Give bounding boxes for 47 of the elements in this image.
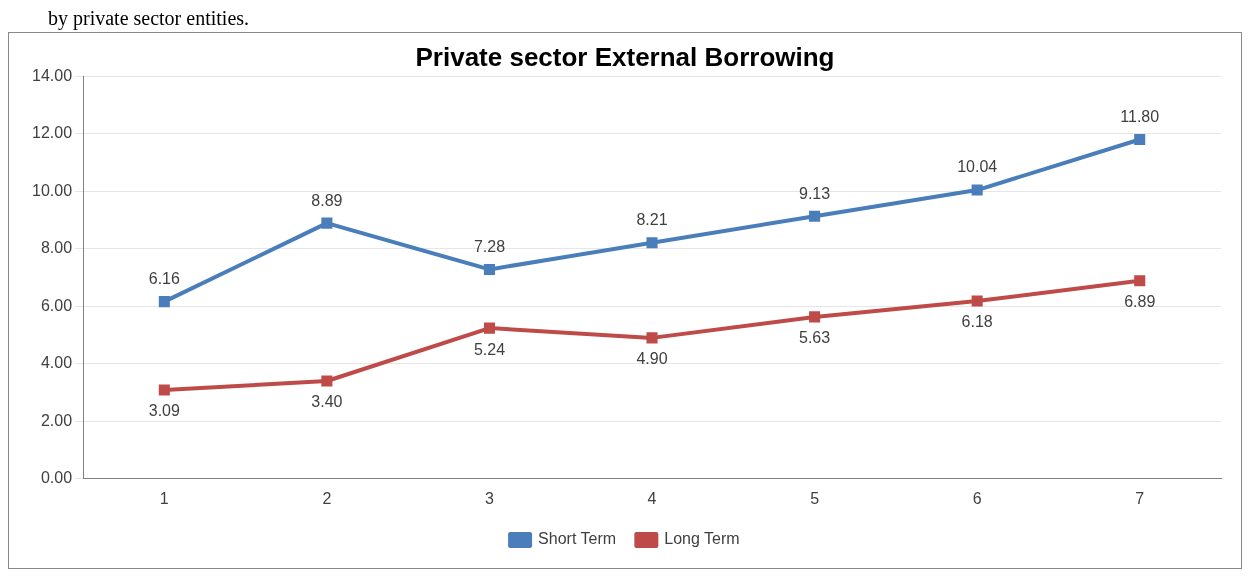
point (483, 322, 495, 334)
point (809, 210, 821, 222)
y-tick-label: 2.00 (40, 411, 73, 429)
data-label: 7.28 (473, 237, 506, 255)
x-tick-label: 7 (1135, 489, 1145, 507)
point (1134, 133, 1146, 145)
x-tick-label: 4 (647, 489, 657, 507)
x-tick-label: 1 (159, 489, 169, 507)
y-tick-label: 14.00 (31, 66, 73, 84)
point (809, 311, 821, 323)
data-label: 9.13 (799, 184, 831, 202)
data-label: 11.80 (1120, 107, 1160, 125)
data-label: 8.21 (636, 211, 668, 229)
data-label: 10.04 (957, 158, 998, 176)
data-label: 4.90 (636, 350, 668, 368)
data-label: 6.89 (1124, 293, 1156, 311)
point (1134, 275, 1146, 287)
x-tick-label: 2 (322, 489, 332, 507)
data-label: 5.63 (799, 329, 831, 347)
point (646, 237, 658, 249)
legend-label: Short Term (538, 530, 617, 548)
y-tick-label: 10.00 (31, 181, 73, 199)
point (646, 332, 658, 344)
x-tick-label: 3 (485, 489, 494, 507)
x-tick-label: 5 (810, 489, 820, 507)
y-tick-label: 4.00 (40, 354, 73, 372)
x-tick-label: 6 (972, 489, 982, 507)
point (971, 184, 983, 196)
y-tick-label: 0.00 (40, 469, 73, 487)
point (971, 295, 983, 307)
data-label: 6.16 (148, 270, 180, 288)
data-label: 6.18 (961, 313, 993, 331)
chart-title: Private sector External Borrowing (415, 41, 835, 72)
point (321, 217, 333, 229)
point (321, 375, 333, 387)
legend-label: Long Term (664, 530, 740, 548)
y-tick-label: 12.00 (31, 124, 73, 142)
text: by private sector entities. (48, 7, 251, 32)
data-label: 5.24 (473, 340, 506, 358)
point (158, 296, 170, 308)
data-label: 3.40 (311, 393, 343, 411)
y-tick-label: 6.00 (40, 296, 73, 314)
data-label: 3.09 (148, 402, 180, 420)
point (483, 263, 495, 275)
data-label: 8.89 (311, 191, 343, 209)
point (158, 384, 170, 396)
y-tick-label: 8.00 (40, 239, 73, 257)
